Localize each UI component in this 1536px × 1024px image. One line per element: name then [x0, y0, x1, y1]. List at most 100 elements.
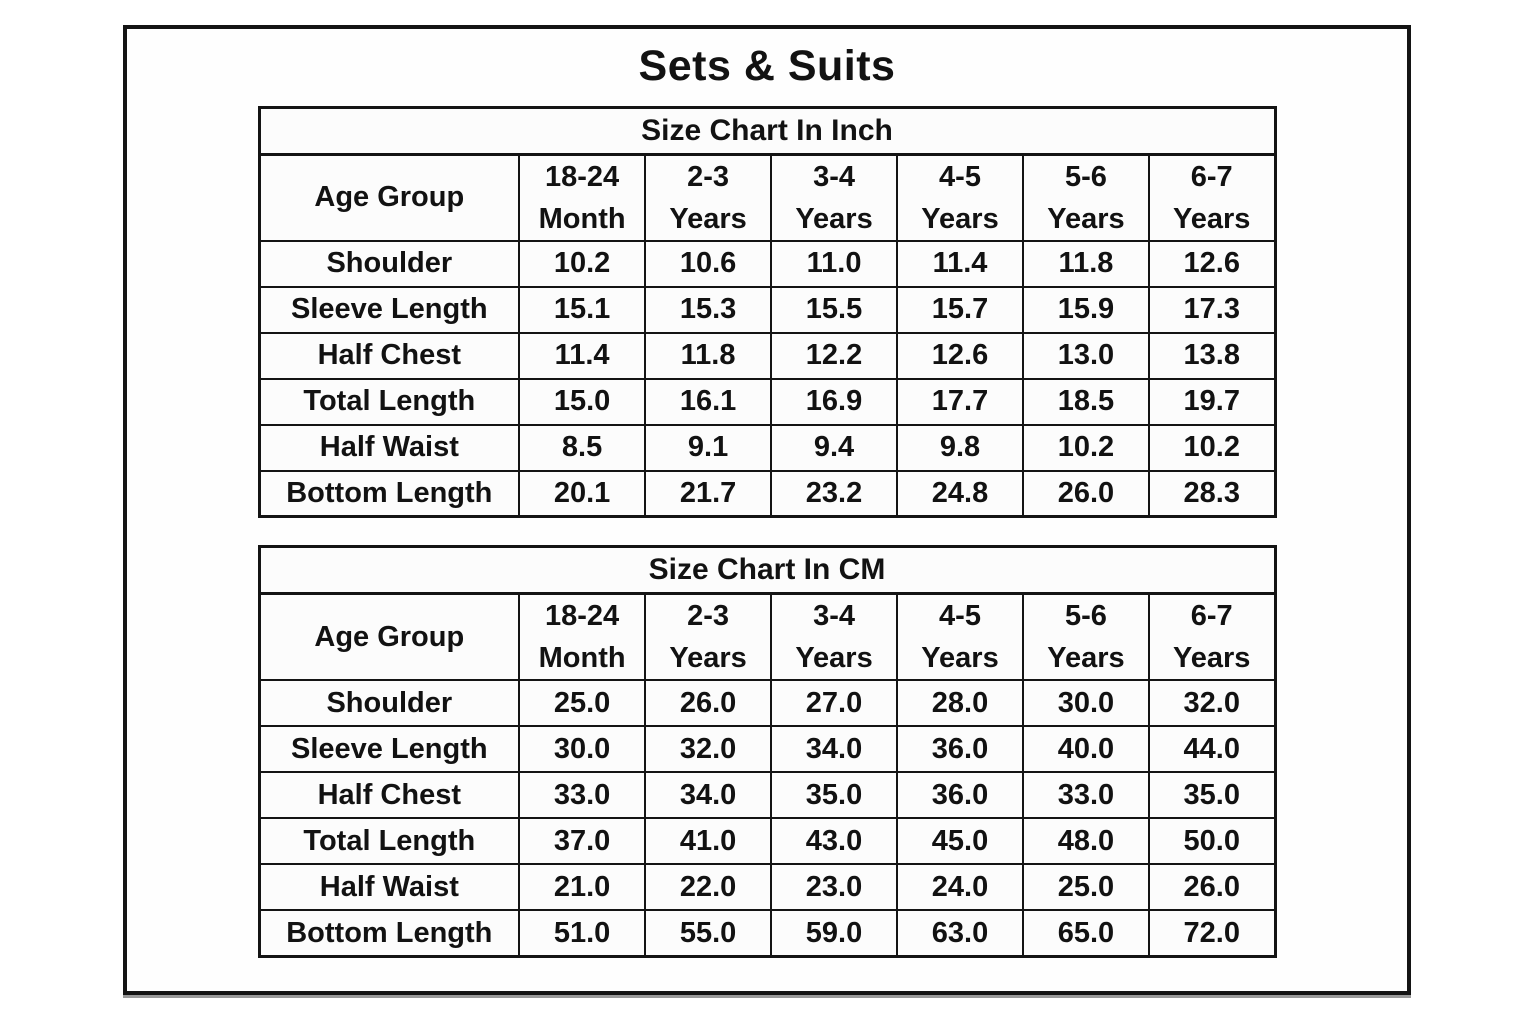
- column-header: 6-7 Years: [1147, 592, 1277, 682]
- measurement-value: 28.3: [1147, 469, 1277, 518]
- row-label: Sleeve Length: [257, 285, 521, 334]
- table-row: Total Length 15.0 16.1 16.9 17.7 18.5 19.7: [257, 377, 1277, 426]
- row-label: Sleeve Length: [257, 725, 521, 774]
- measurement-value: 24.8: [896, 469, 1024, 518]
- age-group-header: Age Group: [257, 153, 521, 242]
- row-label: Half Chest: [257, 331, 521, 380]
- page-title: Sets & Suits: [638, 42, 896, 90]
- measurement-value: 10.2: [1021, 423, 1150, 472]
- table-row: Total Length 37.0 41.0 43.0 45.0 48.0 50.0: [257, 817, 1277, 866]
- measurement-value: 19.7: [1147, 377, 1277, 426]
- measurement-value: 15.9: [1021, 285, 1150, 334]
- measurement-value: 10.6: [644, 239, 773, 288]
- measurement-value: 15.5: [770, 285, 899, 334]
- measurement-value: 51.0: [518, 909, 647, 958]
- measurement-value: 30.0: [1021, 679, 1150, 728]
- measurement-value: 40.0: [1021, 725, 1150, 774]
- measurement-value: 37.0: [518, 817, 647, 866]
- measurement-value: 45.0: [896, 817, 1024, 866]
- measurement-value: 32.0: [1147, 679, 1277, 728]
- measurement-value: 12.6: [896, 331, 1024, 380]
- measurement-value: 8.5: [518, 423, 647, 472]
- table-row: Half Chest 33.0 34.0 35.0 36.0 33.0 35.0: [257, 771, 1277, 820]
- row-label: Total Length: [257, 817, 521, 866]
- table-row: Shoulder 10.2 10.6 11.0 11.4 11.8 12.6: [257, 239, 1277, 288]
- measurement-value: 23.2: [770, 469, 899, 518]
- row-label: Half Chest: [257, 771, 521, 820]
- measurement-value: 35.0: [1147, 771, 1277, 820]
- measurement-value: 41.0: [644, 817, 773, 866]
- measurement-value: 12.6: [1147, 239, 1277, 288]
- table-title: Size Chart In Inch: [258, 106, 1276, 156]
- measurement-value: 17.7: [896, 377, 1024, 426]
- row-label: Half Waist: [257, 423, 521, 472]
- column-header: 5-6 Years: [1021, 592, 1150, 682]
- table-row: Half Waist 21.0 22.0 23.0 24.0 25.0 26.0: [257, 863, 1277, 912]
- column-header: 2-3 Years: [644, 153, 773, 242]
- measurement-value: 13.8: [1147, 331, 1277, 380]
- measurement-value: 65.0: [1021, 909, 1150, 958]
- measurement-value: 26.0: [1147, 863, 1277, 912]
- size-chart-table-2: Size Chart In CM Age Group 18-24 Month 2-3 …: [257, 545, 1277, 958]
- measurement-value: 44.0: [1147, 725, 1277, 774]
- row-label: Half Waist: [257, 863, 521, 912]
- column-header: 3-4 Years: [770, 592, 899, 682]
- column-header: 4-5 Years: [896, 153, 1024, 242]
- table-row: Half Waist 8.5 9.1 9.4 9.8 10.2 10.2: [257, 423, 1277, 472]
- table-row: Half Chest 11.4 11.8 12.2 12.6 13.0 13.8: [257, 331, 1277, 380]
- measurement-value: 9.8: [896, 423, 1024, 472]
- measurement-value: 10.2: [1147, 423, 1277, 472]
- measurement-value: 33.0: [518, 771, 647, 820]
- measurement-value: 72.0: [1147, 909, 1277, 958]
- measurement-value: 59.0: [770, 909, 899, 958]
- measurement-value: 25.0: [1021, 863, 1150, 912]
- measurement-value: 25.0: [518, 679, 647, 728]
- measurement-value: 35.0: [770, 771, 899, 820]
- table-title: Size Chart In CM: [258, 545, 1276, 596]
- measurement-value: 32.0: [644, 725, 773, 774]
- table-row: Bottom Length 51.0 55.0 59.0 63.0 65.0 72.0: [257, 909, 1277, 958]
- row-label: Bottom Length: [257, 469, 521, 518]
- measurement-value: 11.4: [896, 239, 1024, 288]
- measurement-value: 36.0: [896, 725, 1024, 774]
- measurement-value: 20.1: [518, 469, 647, 518]
- measurement-value: 34.0: [770, 725, 899, 774]
- measurement-value: 15.3: [644, 285, 773, 334]
- table-title-row: Size Chart In Inch: [258, 106, 1276, 156]
- measurement-value: 28.0: [896, 679, 1024, 728]
- measurement-value: 11.8: [644, 331, 773, 380]
- measurement-value: 33.0: [1021, 771, 1150, 820]
- column-header-row: Age Group 18-24 Month 2-3 Years 3-4 Years 4-…: [257, 592, 1277, 682]
- size-tables-container: Size Chart In Inch Age Group 18-24 Month 2-…: [127, 105, 1407, 958]
- column-header: 6-7 Years: [1147, 153, 1277, 242]
- row-label: Shoulder: [257, 239, 521, 288]
- table-row: Sleeve Length 15.1 15.3 15.5 15.7 15.9 17.3: [257, 285, 1277, 334]
- measurement-value: 9.1: [644, 423, 773, 472]
- column-header-row: Age Group 18-24 Month 2-3 Years 3-4 Years 4-…: [257, 153, 1277, 242]
- measurement-value: 11.8: [1021, 239, 1150, 288]
- measurement-value: 30.0: [518, 725, 647, 774]
- column-header: 18-24 Month: [518, 153, 647, 242]
- measurement-value: 15.7: [896, 285, 1024, 334]
- measurement-value: 63.0: [896, 909, 1024, 958]
- measurement-value: 12.2: [770, 331, 899, 380]
- measurement-value: 16.1: [644, 377, 773, 426]
- measurement-value: 55.0: [644, 909, 773, 958]
- measurement-value: 10.2: [518, 239, 647, 288]
- measurement-value: 34.0: [644, 771, 773, 820]
- measurement-value: 15.0: [518, 377, 647, 426]
- table-row: Shoulder 25.0 26.0 27.0 28.0 30.0 32.0: [257, 679, 1277, 728]
- row-label: Shoulder: [257, 679, 521, 728]
- measurement-value: 21.0: [518, 863, 647, 912]
- column-header: 2-3 Years: [644, 592, 773, 682]
- measurement-value: 26.0: [1021, 469, 1150, 518]
- measurement-value: 11.0: [770, 239, 899, 288]
- measurement-value: 36.0: [896, 771, 1024, 820]
- column-header: 5-6 Years: [1021, 153, 1150, 242]
- age-group-header: Age Group: [257, 592, 521, 682]
- column-header: 4-5 Years: [896, 592, 1024, 682]
- row-label: Total Length: [257, 377, 521, 426]
- measurement-value: 21.7: [644, 469, 773, 518]
- measurement-value: 18.5: [1021, 377, 1150, 426]
- measurement-value: 16.9: [770, 377, 899, 426]
